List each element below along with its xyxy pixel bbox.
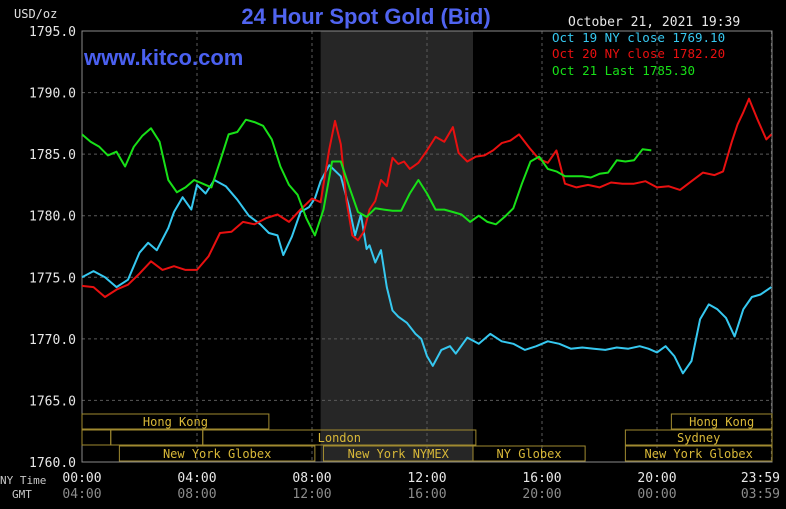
series-line-oct19 (81, 164, 772, 375)
market-session-bar (624, 429, 773, 446)
x-tick-label-ny: 04:00 (177, 471, 216, 486)
legend: Oct 19 NY close 1769.10 Oct 20 NY close … (552, 30, 725, 78)
market-session-label: NY Globex (497, 447, 562, 461)
market-session-bar (81, 429, 112, 446)
y-tick-label: 1785.0 (29, 148, 76, 163)
market-session-label: London (318, 431, 361, 445)
market-session-bar (118, 445, 316, 462)
watermark-url: www.kitco.com (83, 45, 243, 70)
x-tick-label-ny: 20:00 (637, 471, 676, 486)
gmt-row-label: GMT (12, 488, 32, 501)
ny-time-row-label: NY Time (0, 474, 46, 487)
series-line-oct21 (81, 118, 652, 237)
market-session-bar (624, 445, 773, 462)
y-tick-label: 1770.0 (29, 333, 76, 348)
legend-oct21: Oct 21 Last 1785.30 (552, 63, 695, 78)
x-tick-label-gmt: 16:00 (407, 487, 446, 502)
x-tick-label-ny: 23:59 (741, 471, 780, 486)
timestamp: October 21, 2021 19:39 (568, 15, 740, 30)
x-tick-label-ny: 00:00 (62, 471, 101, 486)
x-tick-label-ny: 08:00 (292, 471, 331, 486)
x-tick-label-gmt: 04:00 (62, 487, 101, 502)
x-tick-label-gmt: 08:00 (177, 487, 216, 502)
y-tick-label: 1790.0 (29, 87, 76, 102)
series-line-oct20 (81, 97, 773, 298)
market-session-bar (670, 413, 773, 430)
market-session-bar (110, 429, 204, 446)
market-session-label: New York NYMEX (348, 447, 450, 461)
legend-oct19: Oct 19 NY close 1769.10 (552, 30, 725, 45)
market-session-label: New York Globex (163, 447, 271, 461)
chart-title: 24 Hour Spot Gold (Bid) (241, 4, 490, 29)
market-session-label: Hong Kong (689, 415, 754, 429)
y-tick-label: 1775.0 (29, 271, 76, 286)
x-tick-label-gmt: 12:00 (292, 487, 331, 502)
x-tick-label-gmt: 00:00 (637, 487, 676, 502)
y-tick-label: 1795.0 (29, 25, 76, 40)
market-session-label: New York Globex (645, 447, 753, 461)
market-session-label: Sydney (677, 431, 720, 445)
y-tick-label: 1765.0 (29, 394, 76, 409)
y-tick-label: 1780.0 (29, 210, 76, 225)
x-tick-label-ny: 16:00 (522, 471, 561, 486)
market-session-label: Hong Kong (143, 415, 208, 429)
market-session-bar (81, 413, 270, 430)
market-session-bar (202, 429, 477, 446)
market-session-bar (472, 445, 586, 462)
legend-oct20: Oct 20 NY close 1782.20 (552, 46, 725, 61)
nymex-shaded-region (320, 31, 473, 462)
x-tick-label-gmt: 03:59 (741, 487, 780, 502)
y-tick-label: 1760.0 (29, 456, 76, 471)
y-unit-label: USD/oz (14, 7, 57, 21)
x-tick-label-gmt: 20:00 (522, 487, 561, 502)
plot-frame (81, 30, 773, 463)
x-tick-label-ny: 12:00 (407, 471, 446, 486)
